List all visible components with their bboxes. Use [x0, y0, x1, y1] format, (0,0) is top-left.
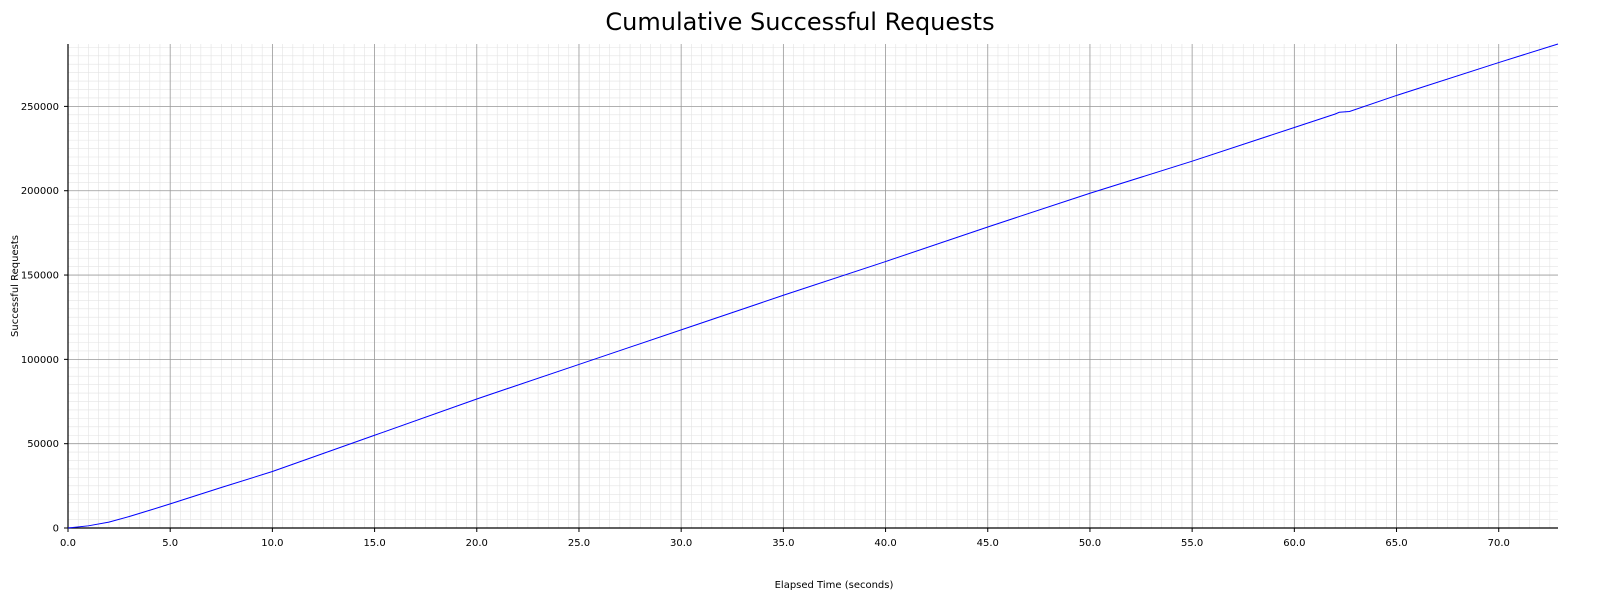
chart-title: Cumulative Successful Requests — [605, 8, 995, 36]
x-tick-label: 60.0 — [1283, 538, 1305, 549]
y-axis-label: Successful Requests — [10, 235, 21, 337]
x-tick-label: 10.0 — [261, 538, 283, 549]
y-tick-label: 50000 — [27, 439, 59, 450]
x-tick-label: 15.0 — [363, 538, 385, 549]
x-tick-label: 25.0 — [568, 538, 590, 549]
x-tick-label: 40.0 — [874, 538, 896, 549]
series-line-0 — [67, 43, 1559, 529]
x-tick-label: 20.0 — [466, 538, 488, 549]
y-tick-label: 100000 — [21, 355, 59, 366]
x-tick-label: 55.0 — [1181, 538, 1203, 549]
grid-layer — [67, 44, 1558, 529]
ticks-layer: 0.0 5.0 10.0 15.0 20.0 25.0 30.0 35.0 40.0 45.0 50… — [21, 102, 1510, 549]
x-tick-label: 45.0 — [977, 538, 999, 549]
x-tick-label: 70.0 — [1488, 538, 1510, 549]
y-tick-label: 250000 — [21, 102, 59, 113]
y-tick-label: 0 — [53, 524, 59, 535]
y-tick-label: 150000 — [21, 271, 59, 282]
x-tick-label: 0.0 — [60, 538, 76, 549]
series-layer — [67, 43, 1559, 529]
x-tick-label: 50.0 — [1079, 538, 1101, 549]
x-tick-label: 35.0 — [772, 538, 794, 549]
x-tick-label: 30.0 — [670, 538, 692, 549]
x-axis-label: Elapsed Time (seconds) — [775, 580, 894, 591]
x-tick-label: 5.0 — [162, 538, 178, 549]
x-tick-label: 65.0 — [1385, 538, 1407, 549]
axes-layer — [67, 44, 1558, 529]
y-tick-label: 200000 — [21, 186, 59, 197]
